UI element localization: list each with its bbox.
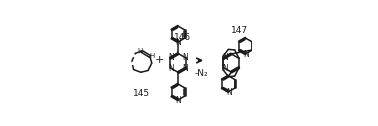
Text: 147: 147: [231, 26, 248, 35]
Text: N: N: [223, 64, 228, 73]
Text: N: N: [175, 38, 181, 47]
Text: N: N: [183, 53, 188, 62]
Text: +: +: [155, 55, 164, 66]
Text: 146: 146: [174, 33, 191, 42]
Text: N: N: [175, 96, 181, 105]
Text: H: H: [149, 53, 155, 59]
Text: N: N: [183, 64, 188, 73]
Text: H: H: [138, 48, 143, 54]
Text: N: N: [226, 88, 232, 97]
Text: -N₂: -N₂: [194, 69, 208, 78]
Text: N: N: [168, 64, 174, 73]
Text: N: N: [243, 50, 249, 59]
Text: 145: 145: [133, 89, 150, 98]
Text: N: N: [168, 53, 174, 62]
Text: N: N: [223, 53, 228, 62]
